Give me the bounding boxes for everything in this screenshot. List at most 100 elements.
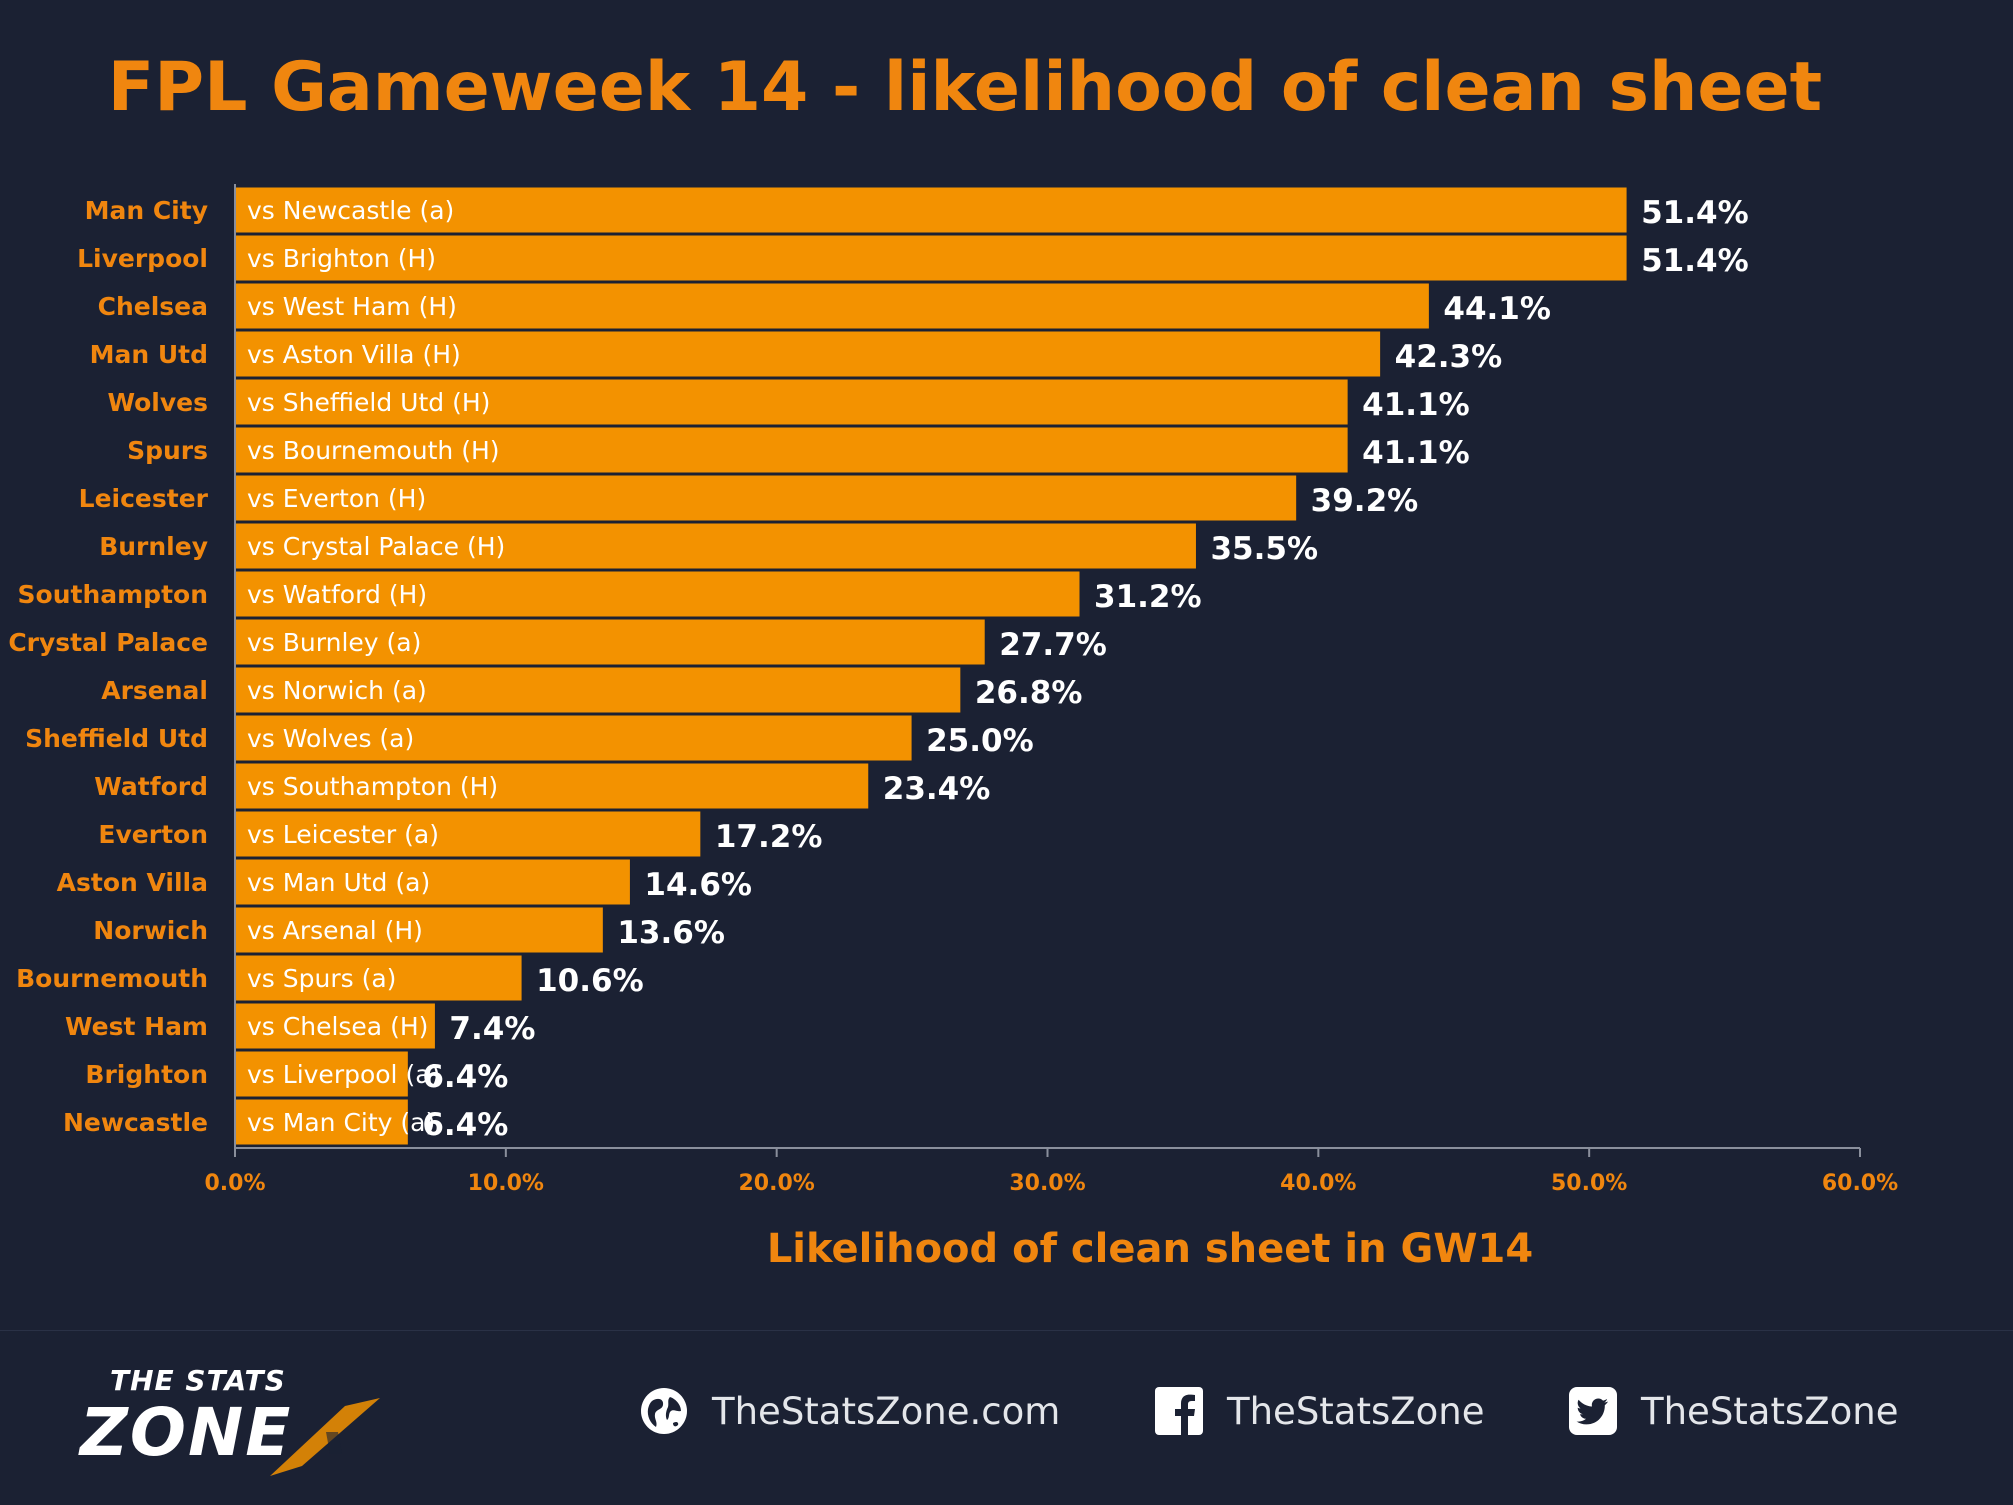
bar	[234, 522, 1197, 570]
bars-group: Man City vs Newcastle (a) 51.4% Liverpool vs…	[8, 186, 1749, 1146]
value-label: 26.8%	[975, 675, 1083, 711]
fixture-label: vs Burnley (a)	[247, 628, 421, 657]
brand-logo-bottom: ZONE	[80, 1394, 293, 1471]
category-label: Norwich	[93, 916, 208, 945]
facebook-link[interactable]: TheStatsZone	[1153, 1385, 1484, 1437]
value-label: 27.7%	[999, 627, 1107, 663]
value-label: 51.4%	[1641, 195, 1749, 231]
footer-divider	[0, 1330, 2013, 1331]
x-tick-label: 20.0%	[739, 1171, 815, 1196]
website-link[interactable]: TheStatsZone.com	[638, 1385, 1060, 1437]
category-label: Man Utd	[90, 340, 208, 369]
twitter-text: TheStatsZone	[1641, 1389, 1899, 1433]
value-label: 23.4%	[883, 771, 991, 807]
bar	[234, 810, 702, 858]
facebook-icon	[1155, 1387, 1203, 1435]
value-label: 41.1%	[1362, 387, 1470, 423]
fixture-label: vs Spurs (a)	[247, 964, 396, 993]
value-label: 6.4%	[422, 1059, 508, 1095]
fixture-label: vs Wolves (a)	[247, 724, 414, 753]
fixture-label: vs Leicester (a)	[247, 820, 439, 849]
x-tick-label: 30.0%	[1009, 1171, 1085, 1196]
value-label: 42.3%	[1395, 339, 1503, 375]
category-label: Newcastle	[63, 1108, 208, 1137]
value-label: 39.2%	[1311, 483, 1419, 519]
bar	[234, 666, 962, 714]
fixture-label: vs Watford (H)	[247, 580, 427, 609]
category-label: Watford	[94, 772, 208, 801]
category-label: Bournemouth	[16, 964, 208, 993]
facebook-text: TheStatsZone	[1227, 1389, 1485, 1433]
fixture-label: vs Brighton (H)	[247, 244, 436, 273]
bar	[234, 234, 1628, 282]
fixture-label: vs Man Utd (a)	[247, 868, 430, 897]
bar	[234, 426, 1349, 474]
value-label: 10.6%	[536, 963, 644, 999]
fixture-label: vs Arsenal (H)	[247, 916, 423, 945]
category-label: Southampton	[18, 580, 208, 609]
value-label: 41.1%	[1362, 435, 1470, 471]
value-label: 13.6%	[617, 915, 725, 951]
bar	[234, 1050, 409, 1098]
category-label: Spurs	[127, 436, 208, 465]
category-label: Wolves	[107, 388, 208, 417]
bar	[234, 186, 1628, 234]
fixture-label: vs Sheffield Utd (H)	[247, 388, 490, 417]
category-label: Sheffield Utd	[25, 724, 208, 753]
category-label: Aston Villa	[57, 868, 208, 897]
category-label: Man City	[85, 196, 208, 225]
fixture-label: vs Everton (H)	[247, 484, 426, 513]
fixture-label: vs Newcastle (a)	[247, 196, 454, 225]
fixture-label: vs Norwich (a)	[247, 676, 427, 705]
bar	[234, 282, 1430, 330]
bar	[234, 762, 870, 810]
value-label: 31.2%	[1094, 579, 1202, 615]
fixture-label: vs Liverpool (a)	[247, 1060, 440, 1089]
bar	[234, 954, 523, 1002]
bar	[234, 330, 1382, 378]
website-text: TheStatsZone.com	[712, 1389, 1061, 1433]
category-label: Brighton	[85, 1060, 208, 1089]
bar	[234, 474, 1298, 522]
category-label: Everton	[98, 820, 208, 849]
globe-icon	[641, 1388, 687, 1434]
x-tick-label: 50.0%	[1551, 1171, 1627, 1196]
fixture-label: vs Southampton (H)	[247, 772, 498, 801]
logo-swoosh-icon	[270, 1398, 380, 1476]
twitter-link[interactable]: TheStatsZone	[1567, 1385, 1898, 1437]
fixture-label: vs Aston Villa (H)	[247, 340, 461, 369]
fixture-label: vs Bournemouth (H)	[247, 436, 500, 465]
x-tick-label: 0.0%	[204, 1171, 265, 1196]
fixture-label: vs West Ham (H)	[247, 292, 457, 321]
value-label: 17.2%	[715, 819, 823, 855]
x-tick-label: 10.0%	[468, 1171, 544, 1196]
fixture-label: vs Crystal Palace (H)	[247, 532, 505, 561]
value-label: 51.4%	[1641, 243, 1749, 279]
category-label: Liverpool	[77, 244, 208, 273]
category-label: Arsenal	[101, 676, 208, 705]
brand-logo-top: THE STATS	[110, 1364, 286, 1397]
category-label: Chelsea	[98, 292, 208, 321]
bar	[234, 1002, 436, 1050]
category-label: Leicester	[79, 484, 209, 513]
x-axis-title: Likelihood of clean sheet in GW14	[766, 1226, 1534, 1272]
category-label: West Ham	[65, 1012, 208, 1041]
bar	[234, 858, 631, 906]
value-label: 35.5%	[1210, 531, 1318, 567]
bar	[234, 714, 913, 762]
x-tick-label: 40.0%	[1280, 1171, 1356, 1196]
value-label: 6.4%	[422, 1107, 508, 1143]
value-label: 25.0%	[926, 723, 1034, 759]
x-tick-label: 60.0%	[1822, 1171, 1898, 1196]
bar	[234, 906, 604, 954]
category-label: Crystal Palace	[8, 628, 208, 657]
brand-logo: THE STATS ZONE	[80, 1358, 425, 1478]
twitter-icon	[1569, 1387, 1617, 1435]
bar-chart: Man City vs Newcastle (a) 51.4% Liverpool vs…	[8, 184, 1898, 1196]
page-title: FPL Gameweek 14 - likelihood of clean sh…	[107, 48, 1823, 127]
fixture-label: vs Man City (a)	[247, 1108, 435, 1137]
value-label: 44.1%	[1443, 291, 1551, 327]
x-axis: 0.0% 10.0% 20.0% 30.0% 40.0% 50.0% 60.0%	[204, 184, 1898, 1196]
value-label: 14.6%	[644, 867, 752, 903]
